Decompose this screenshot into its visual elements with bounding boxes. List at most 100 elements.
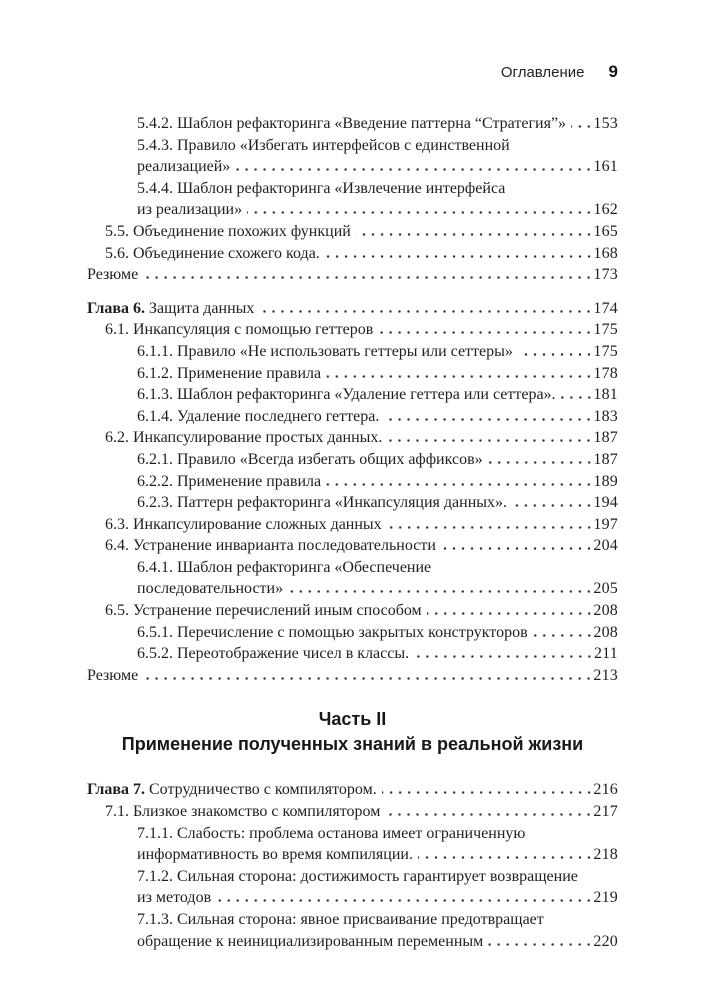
part-heading-line: Применение полученных знаний в реальной … — [121, 734, 584, 755]
toc-row: 7.1. Близкое знакомство с компилятором 21… — [87, 801, 618, 823]
toc-row: 6.2.3. Паттерн рефакторинга «Инкапсуляци… — [87, 492, 618, 514]
toc-entry-title: 6.3. Инкапсулирование сложных данных — [105, 515, 382, 533]
toc-row: 7.1.1. Слабость: проблема останова имеет… — [87, 823, 618, 845]
toc-entry-title: 6.1. Инкапсуляция с помощью геттеров — [105, 321, 374, 339]
toc-row: 7.1.3. Сильная сторона: явное присваиван… — [87, 909, 618, 931]
toc-row: Глава 7. Сотрудничество с компилятором. 2… — [87, 779, 618, 801]
toc-entry-title: 5.5. Объединение похожих функций — [105, 222, 351, 240]
toc-page-number: 168 — [593, 244, 618, 262]
toc-entry-title: 5.4.4. Шаблон рефакторинга «Извлечение и… — [137, 179, 506, 197]
toc-entry: 7.1.1. Слабость: проблема останова имеет… — [87, 823, 618, 866]
dot-leader — [235, 159, 594, 172]
toc-row: Резюме 173 — [87, 264, 618, 286]
toc-row: 6.2.1. Правило «Всегда избегать общих аф… — [87, 449, 618, 471]
toc-page-number: 189 — [593, 472, 618, 490]
toc-page-number: 194 — [593, 494, 618, 512]
part-heading: Часть II Применение полученных знаний в р… — [87, 707, 618, 757]
toc-entry-title: последовательности» — [137, 580, 284, 598]
toc-entry-title: 6.2.1. Правило «Всегда избегать общих аф… — [137, 450, 483, 468]
toc-entry-title: Резюме — [87, 666, 139, 684]
toc-entry-title: 6.1.1. Правило «Не использовать геттеры … — [137, 342, 513, 360]
toc-entry: 6.5.2. Переотображение чисел в классы. 21… — [87, 643, 618, 665]
toc-row: 6.2. Инкапсулирование простых данных. 187 — [87, 427, 618, 449]
toc-row: Резюме 213 — [87, 665, 618, 687]
toc-row: 6.1.4. Удаление последнего геттера. 183 — [87, 406, 618, 428]
toc-page-number: 216 — [593, 781, 618, 799]
toc-row: 6.1. Инкапсуляция с помощью геттеров 175 — [87, 319, 618, 341]
toc-row: 6.5. Устранение перечислений иным способ… — [87, 600, 618, 622]
toc-entry: 6.5. Устранение перечислений иным способ… — [87, 600, 618, 622]
toc-row: обращение к неинициализированным перемен… — [87, 931, 618, 953]
dot-leader — [417, 847, 594, 860]
dot-leader — [517, 343, 594, 356]
toc-page-number: 178 — [593, 364, 618, 382]
toc-entry: Резюме 213 — [87, 665, 618, 687]
dot-leader — [426, 603, 594, 616]
toc-entry-title: из реализации» — [137, 201, 243, 219]
toc-entry-title: 5.6. Объединение схожего кода. — [105, 244, 320, 262]
toc-page-number: 181 — [593, 386, 618, 404]
toc-row: 6.5.1. Перечисление с помощью закрытых к… — [87, 622, 618, 644]
toc-row: 5.4.3. Правило «Избегать интерфейсов с е… — [87, 135, 618, 157]
toc-page-number: 162 — [593, 201, 618, 219]
toc-page-number: 197 — [593, 515, 618, 533]
toc-row: 6.3. Инкапсулирование сложных данных 197 — [87, 514, 618, 536]
toc-entry: 6.1.4. Удаление последнего геттера. 183 — [87, 406, 618, 428]
toc-entry: 6.1. Инкапсуляция с помощью геттеров 175 — [87, 319, 618, 341]
header-page-number: 9 — [608, 62, 618, 81]
toc-entry-title: 6.2. Инкапсулирование простых данных. — [105, 429, 383, 447]
running-head: Оглавление 9 — [87, 62, 618, 82]
toc-entry-title: обращение к неинициализированным перемен… — [137, 932, 484, 950]
toc-page-number: 211 — [593, 645, 618, 663]
toc-row: 7.1.2. Сильная сторона: достижимость гар… — [87, 866, 618, 888]
chapter-number: Глава 6. — [87, 299, 145, 317]
dot-leader — [324, 245, 594, 258]
toc-page-number: 187 — [593, 450, 618, 468]
toc-entry: 6.3. Инкапсулирование сложных данных 197 — [87, 514, 618, 536]
toc-row: 6.4. Устранение инварианта последователь… — [87, 535, 618, 557]
dot-leader — [288, 581, 594, 594]
part-heading-line: Часть II — [318, 709, 387, 730]
dot-leader — [386, 516, 594, 529]
toc-entry: 6.4. Устранение инварианта последователь… — [87, 535, 618, 557]
toc-page-number: 161 — [593, 158, 618, 176]
toc-row: информативность во время компиляции. 218 — [87, 844, 618, 866]
toc-entry-title: 7.1. Близкое знакомство с компилятором — [105, 803, 381, 821]
toc-entry: 7.1.3. Сильная сторона: явное присваиван… — [87, 909, 618, 952]
toc-row: 5.4.2. Шаблон рефакторинга «Введение пат… — [87, 113, 618, 135]
toc-page-number: 173 — [593, 266, 618, 284]
dot-leader — [259, 300, 594, 313]
toc-entry: 6.5.1. Перечисление с помощью закрытых к… — [87, 622, 618, 644]
toc-entry-title: Глава 6. Защита данных — [87, 299, 255, 317]
toc-entry: 6.2.3. Паттерн рефакторинга «Инкапсуляци… — [87, 492, 618, 514]
dot-leader — [355, 223, 594, 236]
toc-page-number: 153 — [593, 115, 618, 132]
chapter-number: Глава 7. — [87, 781, 145, 799]
toc-entry-title: 6.4.1. Шаблон рефакторинга «Обеспечение — [137, 558, 432, 576]
toc-entry-title: 5.4.2. Шаблон рефакторинга «Введение пат… — [137, 115, 567, 132]
dot-leader — [378, 322, 594, 335]
header-title: Оглавление — [500, 64, 585, 81]
toc-entry: 6.2. Инкапсулирование простых данных. 187 — [87, 427, 618, 449]
toc-entry-title: 6.1.3. Шаблон рефакторинга «Удаление гет… — [137, 386, 556, 404]
toc-entry-title: 6.2.2. Применение правила — [137, 472, 322, 490]
dot-leader — [560, 387, 594, 400]
dot-leader — [512, 495, 594, 508]
dot-leader — [381, 782, 594, 795]
toc-entry-title: Глава 7. Сотрудничество с компилятором. — [87, 781, 377, 799]
toc-entry: 6.4.1. Шаблон рефакторинга «Обеспечение п… — [87, 557, 618, 600]
toc-page-number: 208 — [593, 602, 618, 620]
toc-page-number: 218 — [593, 846, 618, 864]
toc-entry-title: 6.2.3. Паттерн рефакторинга «Инкапсуляци… — [137, 494, 508, 512]
toc-entry: 7.1. Близкое знакомство с компилятором 21… — [87, 801, 618, 823]
toc-row: последовательности» 205 — [87, 578, 618, 600]
toc-page-number: 165 — [593, 222, 618, 240]
toc-page-number: 175 — [593, 321, 618, 339]
toc-entry-title: информативность во время компиляции. — [137, 846, 413, 864]
toc-page-number: 183 — [593, 407, 618, 425]
dot-leader — [387, 430, 594, 443]
dot-leader — [487, 451, 594, 464]
toc-row: 6.4.1. Шаблон рефакторинга «Обеспечение — [87, 557, 618, 579]
toc-row: 6.2.2. Применение правила 189 — [87, 471, 618, 493]
